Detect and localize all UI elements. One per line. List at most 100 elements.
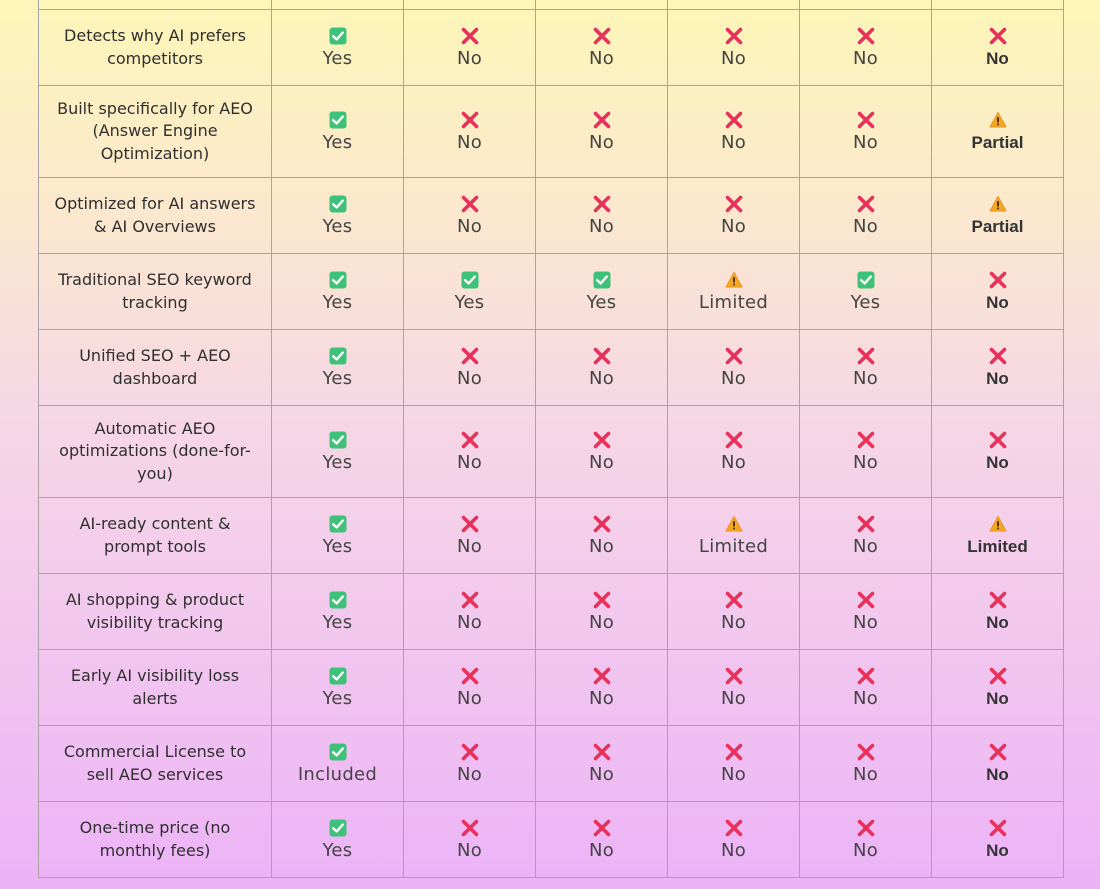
cross-icon	[461, 27, 479, 45]
value-cell: Yes	[271, 85, 404, 178]
value-cell-content: No	[536, 111, 667, 153]
value-label: No	[986, 688, 1009, 708]
value-cell: No	[931, 253, 1064, 330]
cross-icon	[857, 27, 875, 45]
value-cell-content: No	[800, 27, 931, 69]
value-cell-content: No	[800, 819, 931, 861]
value-label: Yes	[850, 291, 881, 313]
cross-icon	[857, 431, 875, 449]
check-icon	[329, 111, 347, 129]
value-label: Limited	[698, 535, 769, 557]
value-cell: No	[535, 85, 668, 178]
cross-icon	[461, 111, 479, 129]
cross-icon	[593, 667, 611, 685]
cross-icon	[725, 195, 743, 213]
check-icon	[329, 347, 347, 365]
value-label: No	[852, 131, 879, 153]
cross-icon	[593, 431, 611, 449]
value-cell: No	[403, 85, 536, 178]
check-icon	[329, 591, 347, 609]
feature-label: Unified SEO + AEO dashboard	[38, 329, 272, 406]
feature-label: Commercial License to sell AEO services	[38, 725, 272, 802]
value-cell: No	[799, 177, 932, 254]
value-cell-empty	[667, 0, 800, 10]
value-label: No	[852, 839, 879, 861]
value-cell-content: No	[932, 431, 1063, 473]
value-label: No	[588, 611, 615, 633]
value-label: No	[588, 763, 615, 785]
value-cell-content: Yes	[404, 271, 535, 313]
value-cell-content: Yes	[272, 111, 403, 153]
cross-icon	[593, 591, 611, 609]
value-cell-content: Yes	[272, 515, 403, 557]
cross-icon	[593, 515, 611, 533]
value-cell-content: No	[404, 431, 535, 473]
value-label: No	[456, 763, 483, 785]
cross-icon	[461, 195, 479, 213]
value-cell: No	[931, 649, 1064, 726]
warning-icon	[989, 195, 1007, 213]
value-label: No	[986, 292, 1009, 312]
value-label: No	[986, 48, 1009, 68]
value-cell: Yes	[271, 801, 404, 878]
value-label: Yes	[322, 839, 353, 861]
value-cell-content: No	[536, 195, 667, 237]
cross-icon	[989, 743, 1007, 761]
value-cell: No	[799, 405, 932, 498]
value-cell: Limited	[931, 497, 1064, 574]
value-cell: No	[535, 405, 668, 498]
cross-icon	[461, 743, 479, 761]
value-cell: Included	[271, 725, 404, 802]
value-label: No	[588, 687, 615, 709]
value-cell: Yes	[271, 649, 404, 726]
value-label: No	[588, 535, 615, 557]
value-cell: No	[799, 329, 932, 406]
cross-icon	[857, 819, 875, 837]
cross-icon	[725, 819, 743, 837]
value-cell-content: No	[668, 347, 799, 389]
value-cell: Yes	[799, 253, 932, 330]
value-cell-content: No	[536, 667, 667, 709]
value-cell-content: No	[668, 743, 799, 785]
value-cell: No	[667, 177, 800, 254]
cross-icon	[725, 347, 743, 365]
value-cell-content: No	[668, 431, 799, 473]
value-label: No	[456, 687, 483, 709]
value-cell-content: No	[800, 515, 931, 557]
feature-cell-empty	[38, 0, 272, 10]
check-icon	[329, 819, 347, 837]
value-cell: Limited	[667, 253, 800, 330]
value-cell: Partial	[931, 177, 1064, 254]
cross-icon	[593, 347, 611, 365]
value-cell-content: No	[800, 347, 931, 389]
value-cell: No	[403, 801, 536, 878]
cross-icon	[725, 27, 743, 45]
value-cell: No	[403, 177, 536, 254]
value-cell-content: No	[536, 743, 667, 785]
value-cell: No	[667, 649, 800, 726]
value-cell-content: Yes	[272, 591, 403, 633]
check-icon	[329, 431, 347, 449]
cross-icon	[725, 431, 743, 449]
table-row: Unified SEO + AEO dashboard Yes No No No No No	[38, 329, 1064, 406]
table-row: AI-ready content & prompt tools Yes No No Li…	[38, 497, 1064, 574]
value-cell-content: No	[932, 743, 1063, 785]
value-label: Partial	[971, 216, 1024, 236]
value-label: Yes	[322, 687, 353, 709]
value-cell-content: Yes	[272, 195, 403, 237]
value-label: No	[720, 839, 747, 861]
value-cell-content: Yes	[272, 27, 403, 69]
feature-label: Automatic AEO optimizations (done-for-yo…	[38, 405, 272, 498]
value-cell-content: No	[536, 347, 667, 389]
cross-icon	[593, 27, 611, 45]
value-cell-content: No	[932, 271, 1063, 313]
cross-icon	[989, 819, 1007, 837]
cross-icon	[989, 431, 1007, 449]
value-cell: No	[667, 801, 800, 878]
value-label: Yes	[586, 291, 617, 313]
value-cell: No	[931, 9, 1064, 86]
value-cell: Yes	[271, 405, 404, 498]
value-cell: No	[535, 497, 668, 574]
cross-icon	[461, 515, 479, 533]
value-cell-content: Limited	[932, 515, 1063, 557]
